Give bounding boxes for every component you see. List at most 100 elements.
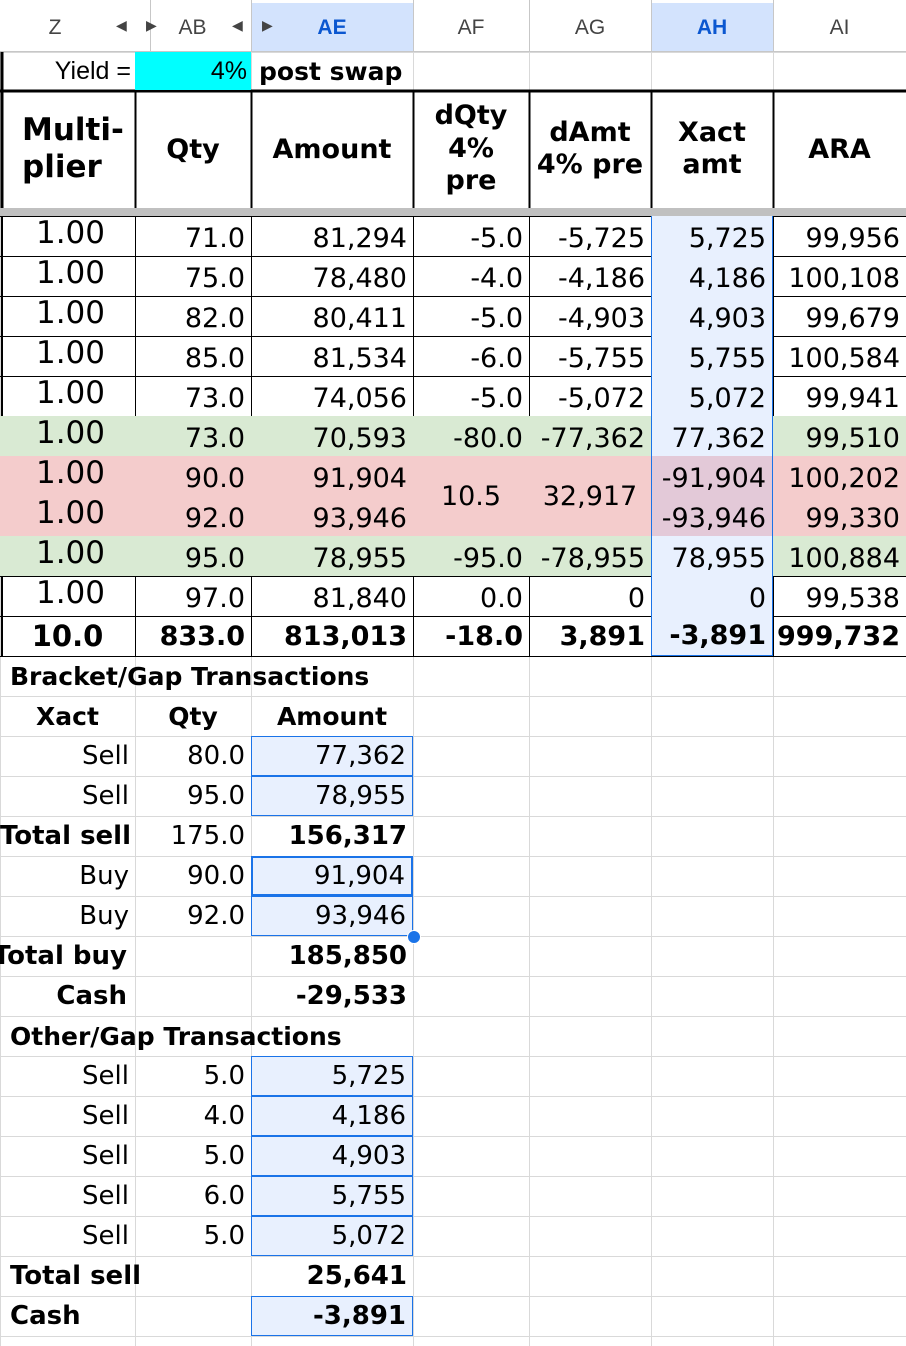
row-7-mult[interactable]: 1.00 [0,456,135,496]
other-sell-type[interactable]: Sell [82,1141,129,1171]
row-9-mult[interactable]: 1.00 [0,536,135,576]
bracket-title[interactable]: Bracket/Gap Transactions [10,661,370,691]
row-6-qty[interactable]: 73.0 [135,416,251,456]
row-1-ara[interactable]: 99,956 [805,223,900,254]
other-sell-amount[interactable]: 5,755 [251,1176,413,1216]
bracket-total-buy-amount[interactable]: 185,850 [288,941,407,971]
row-1-xact[interactable]: 5,725 [651,216,773,256]
bracket-sell-type[interactable]: Sell [82,781,129,811]
other-total-sell-amount[interactable]: 25,641 [306,1261,407,1291]
row-7-qty[interactable]: 90.0 [135,456,251,496]
header-damt[interactable]: dAmt 4% pre [529,90,651,208]
bracket-sell-amount[interactable]: 77,362 [251,736,413,776]
bracket-sell-qty[interactable]: 95.0 [187,781,245,811]
header-multiplier[interactable]: Multi-plier [0,90,135,208]
total-xact[interactable]: -3,891 [651,616,773,656]
row-6-ara[interactable]: 99,510 [773,416,906,456]
row-6-amount[interactable]: 70,593 [251,416,413,456]
row-4-dqty[interactable]: -6.0 [470,343,523,374]
row-3-damt[interactable]: -4,903 [557,303,645,334]
row-4-ara[interactable]: 100,584 [788,343,900,374]
row-9-dqty[interactable]: -95.0 [413,536,529,576]
row-8-ara[interactable]: 99,330 [773,496,906,536]
row-1-mult[interactable]: 1.00 [35,215,105,251]
row-5-mult[interactable]: 1.00 [35,375,105,411]
other-cash-label[interactable]: Cash [10,1301,81,1331]
other-cash-amount[interactable]: -3,891 [251,1296,413,1336]
other-sell-amount[interactable]: 4,186 [251,1096,413,1136]
column-header-ae[interactable]: AE [251,3,413,51]
bracket-header-xact[interactable]: Xact [36,701,99,731]
row-6-xact[interactable]: 77,362 [651,416,773,456]
bracket-sell-amount[interactable]: 78,955 [251,776,413,816]
row-8-qty[interactable]: 92.0 [135,496,251,536]
row-4-mult[interactable]: 1.00 [35,335,105,371]
bracket-buy-qty[interactable]: 92.0 [187,901,245,931]
row-4-damt[interactable]: -5,755 [557,343,645,374]
row-2-damt[interactable]: -4,186 [557,263,645,294]
column-header-ag[interactable]: AG [529,3,651,51]
row-2-xact[interactable]: 4,186 [651,256,773,296]
row-7-ara[interactable]: 100,202 [773,456,906,496]
bracket-total-sell-amount[interactable]: 156,317 [288,821,407,851]
total-qty[interactable]: 833.0 [159,620,245,652]
bracket-sell-type[interactable]: Sell [82,741,129,771]
row-10-dqty[interactable]: 0.0 [480,583,523,614]
row-8-mult[interactable]: 1.00 [0,496,135,536]
row-2-ara[interactable]: 100,108 [788,263,900,294]
other-sell-amount[interactable]: 5,072 [251,1216,413,1256]
row-9-ara[interactable]: 100,884 [773,536,906,576]
bracket-total-buy-label[interactable]: Total buy [0,941,127,971]
row-5-amount[interactable]: 74,056 [312,383,407,414]
total-ara[interactable]: 999,732 [777,620,900,652]
active-cell[interactable]: 91,904 [251,856,413,896]
row-9-damt[interactable]: -78,955 [529,536,651,576]
fill-handle[interactable] [407,930,421,944]
header-dqty[interactable]: dQty 4% pre [413,90,529,208]
other-sell-qty[interactable]: 5.0 [203,1141,245,1171]
row-6-damt[interactable]: -77,362 [529,416,651,456]
row-3-amount[interactable]: 80,411 [312,303,407,334]
bracket-total-sell-label[interactable]: Total sell [0,821,131,851]
row-4-qty[interactable]: 85.0 [184,343,245,374]
row-5-xact[interactable]: 5,072 [651,376,773,416]
row-3-mult[interactable]: 1.00 [35,295,105,331]
row-5-dqty[interactable]: -5.0 [470,383,523,414]
row-1-damt[interactable]: -5,725 [557,223,645,254]
other-total-sell-label[interactable]: Total sell [10,1261,142,1291]
column-header-ai[interactable]: AI [773,3,906,51]
other-sell-amount[interactable]: 5,725 [251,1056,413,1096]
column-header-ah[interactable]: AH [651,3,773,51]
row-10-xact[interactable]: 0 [651,576,773,616]
row-1-dqty[interactable]: -5.0 [470,223,523,254]
row-6-dqty[interactable]: -80.0 [413,416,529,456]
row-9-xact[interactable]: 78,955 [651,536,773,576]
yield-input[interactable]: 4% [135,52,251,90]
row-3-xact[interactable]: 4,903 [651,296,773,336]
total-mult[interactable]: 10.0 [31,618,104,653]
row-10-amount[interactable]: 81,840 [312,583,407,614]
other-sell-type[interactable]: Sell [82,1181,129,1211]
row-4-xact[interactable]: 5,755 [651,336,773,376]
row-7-damt[interactable]: 32,917 [529,456,651,536]
row-2-dqty[interactable]: -4.0 [470,263,523,294]
bracket-cash-amount[interactable]: -29,533 [295,981,407,1011]
row-3-qty[interactable]: 82.0 [184,303,245,334]
yield-label[interactable]: Yield = [54,56,131,85]
other-sell-qty[interactable]: 4.0 [203,1101,245,1131]
bracket-cash-label[interactable]: Cash [56,981,127,1011]
other-sell-type[interactable]: Sell [82,1061,129,1091]
header-amount[interactable]: Amount [272,133,392,165]
header-qty[interactable]: Qty [166,133,220,165]
row-2-mult[interactable]: 1.00 [35,255,105,291]
yield-note[interactable]: post swap [259,56,403,86]
total-amount[interactable]: 813,013 [284,620,407,652]
total-dqty[interactable]: -18.0 [445,620,523,652]
other-sell-qty[interactable]: 5.0 [203,1061,245,1091]
header-ara[interactable]: ARA [808,133,871,165]
bracket-header-qty[interactable]: Qty [168,701,218,731]
row-10-damt[interactable]: 0 [627,583,645,614]
expand-hidden-columns-right-icon[interactable]: ▶ [262,18,273,34]
row-2-qty[interactable]: 75.0 [184,263,245,294]
